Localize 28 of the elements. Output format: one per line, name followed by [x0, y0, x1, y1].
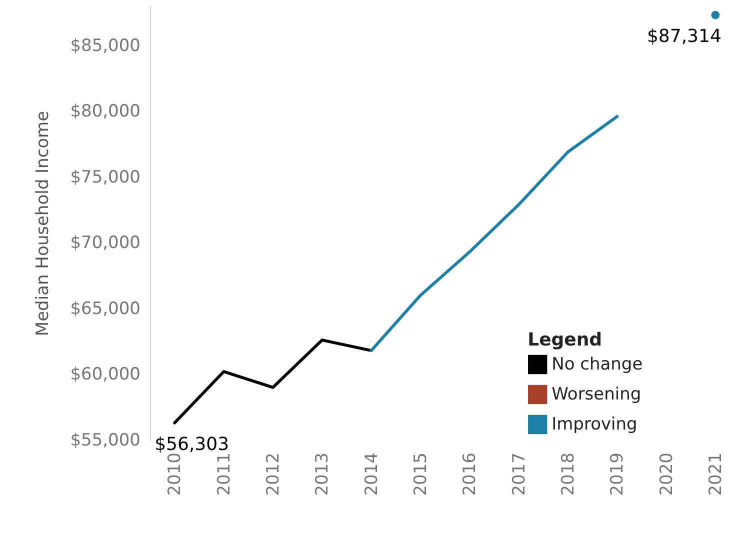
x-tick-label: 2011	[214, 452, 234, 496]
y-tick-label: $70,000	[70, 233, 140, 254]
legend-label: Worsening	[552, 384, 642, 404]
y-tick-label: $55,000	[70, 430, 140, 450]
x-tick-label: 2013	[312, 452, 333, 496]
x-tick-label: 2020	[656, 452, 677, 496]
x-tick-label: 2018	[558, 452, 578, 496]
y-tick-label: $75,000	[70, 167, 140, 188]
x-tick-label: 2015	[410, 452, 431, 496]
legend-label: No change	[552, 354, 643, 374]
data-label: $56,303	[154, 434, 230, 455]
legend-title: Legend	[528, 330, 602, 350]
y-tick-label: $65,000	[70, 298, 140, 319]
x-tick-label: 2014	[362, 452, 382, 496]
y-axis-title: Median Household Income	[33, 110, 54, 336]
x-tick-label: 2021	[706, 452, 726, 496]
y-tick-label: $80,000	[70, 102, 140, 122]
line-series	[370, 114, 619, 352]
x-tick-label: 2019	[608, 452, 628, 496]
legend-label: Improving	[552, 414, 638, 434]
y-tick-label: $60,000	[70, 364, 140, 385]
y-tick-label: $85,000	[70, 36, 140, 56]
line-series	[173, 338, 373, 424]
x-tick-label: 2010	[165, 452, 186, 496]
x-tick-label: 2012	[263, 452, 284, 496]
x-tick-label: 2017	[509, 452, 530, 496]
data-label: $87,314	[646, 26, 722, 48]
x-tick-label: 2016	[460, 452, 480, 496]
